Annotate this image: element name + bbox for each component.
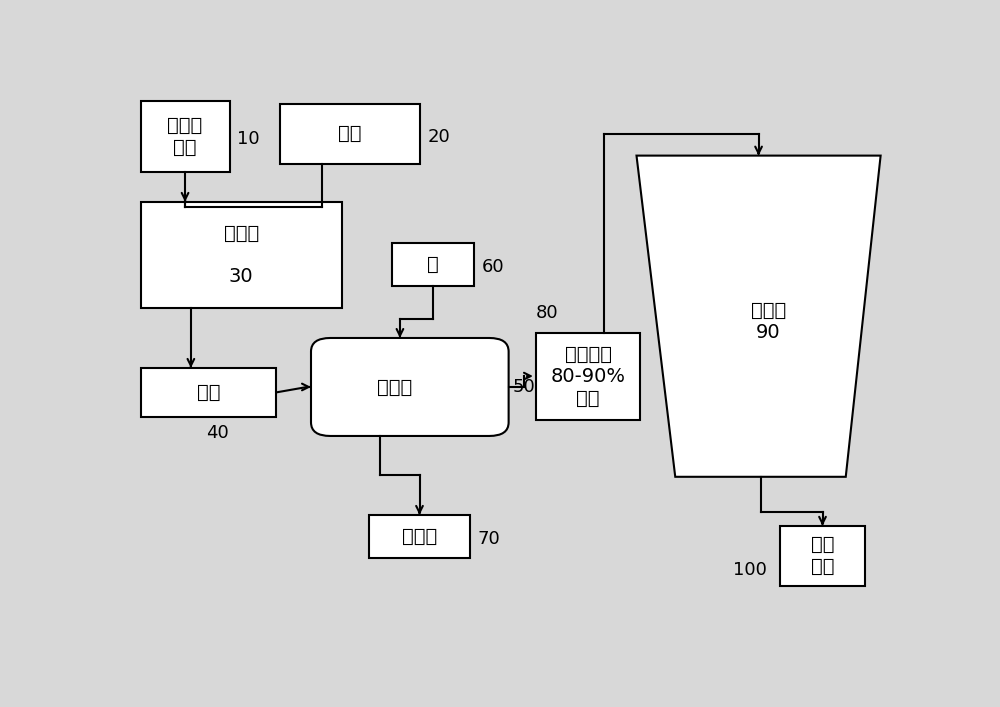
Bar <box>280 104 420 164</box>
Text: 二氧
化硅: 二氧 化硅 <box>811 535 834 576</box>
Text: 二氧化硅
80-90%
水分: 二氧化硅 80-90% 水分 <box>551 344 626 408</box>
Text: 10: 10 <box>237 130 260 148</box>
Bar <box>392 243 474 286</box>
Text: 40: 40 <box>206 424 229 443</box>
Bar <box>780 526 865 585</box>
Bar <box>536 332 640 420</box>
Text: 废弃物: 废弃物 <box>402 527 437 547</box>
Text: 100: 100 <box>733 561 767 580</box>
Text: 80: 80 <box>536 305 558 322</box>
Text: 50: 50 <box>512 378 535 396</box>
Polygon shape <box>637 156 881 477</box>
Text: 沉淀: 沉淀 <box>197 383 220 402</box>
Text: 干燥器
90: 干燥器 90 <box>751 301 786 342</box>
Text: 酸源: 酸源 <box>338 124 362 144</box>
Text: 70: 70 <box>478 530 500 549</box>
FancyBboxPatch shape <box>311 338 509 436</box>
Text: 反应器

30: 反应器 30 <box>224 223 259 286</box>
Text: 水: 水 <box>427 255 439 274</box>
Text: 20: 20 <box>427 127 450 146</box>
Bar <box>140 368 276 417</box>
Text: 60: 60 <box>482 258 504 276</box>
Bar <box>140 101 230 172</box>
Bar <box>369 515 470 559</box>
Bar <box>140 202 342 308</box>
Text: 过滤器: 过滤器 <box>377 378 412 397</box>
Text: 金属硅
酸盐: 金属硅 酸盐 <box>167 116 203 157</box>
